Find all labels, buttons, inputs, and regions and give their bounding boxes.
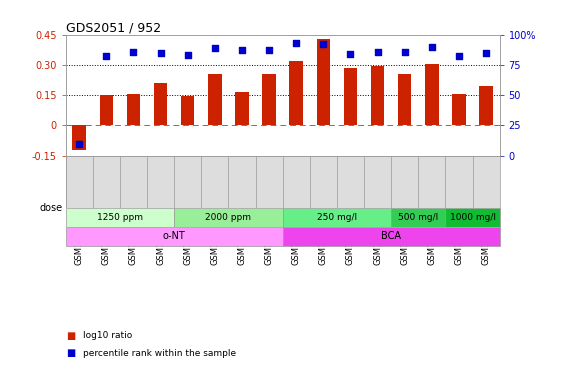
Bar	[73, 126, 86, 150]
Bar	[452, 94, 466, 126]
Point	[455, 53, 464, 60]
Point	[75, 141, 84, 147]
Bar	[127, 94, 140, 126]
Bar	[99, 95, 113, 126]
Point	[400, 48, 409, 55]
Text: ■: ■	[66, 331, 75, 341]
Text: dose: dose	[40, 203, 63, 213]
Point	[156, 50, 165, 56]
Point	[292, 40, 301, 46]
Bar	[398, 74, 412, 126]
Bar	[316, 39, 330, 126]
Bar	[283, 208, 391, 227]
Text: GDS2051 / 952: GDS2051 / 952	[66, 22, 161, 35]
Bar	[66, 227, 283, 246]
Point	[102, 53, 111, 60]
Point	[319, 41, 328, 47]
Point	[183, 52, 192, 58]
Bar	[66, 208, 174, 227]
Point	[427, 44, 436, 50]
Bar	[208, 74, 222, 126]
Text: 1000 mg/l: 1000 mg/l	[449, 213, 496, 222]
Text: log10 ratio: log10 ratio	[83, 331, 132, 341]
Point	[373, 48, 382, 55]
Bar	[445, 208, 500, 227]
Point	[346, 51, 355, 57]
Bar	[283, 227, 500, 246]
Bar	[391, 208, 445, 227]
Bar	[289, 61, 303, 126]
Text: o-NT: o-NT	[163, 231, 186, 241]
Text: percentile rank within the sample: percentile rank within the sample	[83, 349, 236, 358]
Text: BCA: BCA	[381, 231, 401, 241]
Bar	[425, 64, 439, 126]
Text: 500 mg/l: 500 mg/l	[398, 213, 439, 222]
Bar	[344, 68, 357, 126]
Text: 2000 ppm: 2000 ppm	[206, 213, 251, 222]
Text: 250 mg/l: 250 mg/l	[317, 213, 357, 222]
Text: ■: ■	[66, 348, 75, 358]
Text: 1250 ppm: 1250 ppm	[97, 213, 143, 222]
Point	[481, 50, 490, 56]
Point	[264, 47, 274, 53]
Point	[238, 47, 247, 53]
Bar	[479, 86, 493, 126]
Bar	[174, 208, 283, 227]
Point	[129, 48, 138, 55]
Bar	[262, 74, 276, 126]
Bar	[154, 83, 167, 126]
Bar	[181, 96, 195, 126]
Point	[210, 45, 219, 51]
Bar	[235, 92, 249, 126]
Bar	[371, 66, 384, 126]
